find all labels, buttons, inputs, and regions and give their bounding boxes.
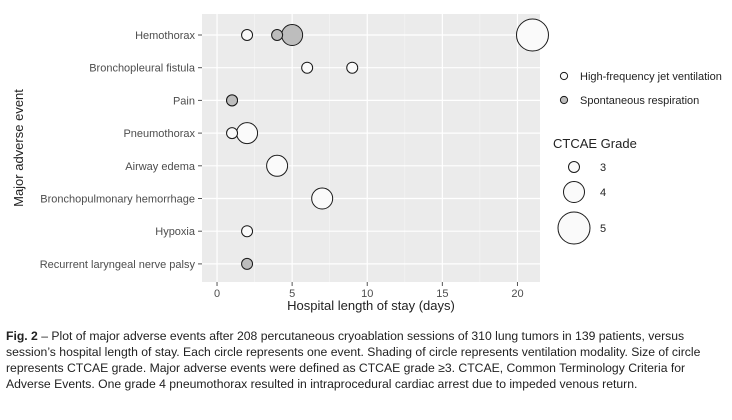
x-tick-label: 10 (361, 288, 373, 300)
caption-label: Fig. 2 (6, 329, 38, 343)
caption-text: – Plot of major adverse events after 208… (6, 329, 701, 391)
size-legend-key (568, 161, 580, 173)
size-legend-key (557, 211, 591, 245)
bubble-chart: 0 5 10 15 20 Hemothorax Bronchopleural fistula… (11, 14, 722, 313)
figure-caption: Fig. 2 – Plot of major adverse events af… (6, 328, 724, 392)
size-legend-title: CTCAE Grade (553, 136, 637, 151)
y-tick-label: Bronchopleural fistula (89, 63, 196, 75)
data-point (515, 18, 549, 52)
y-tick-label: Hypoxia (155, 226, 196, 238)
y-tick-label: Recurrent laryngeal nerve palsy (40, 259, 196, 271)
plot-panel (202, 14, 540, 282)
y-axis-title: Major adverse event (11, 89, 26, 207)
data-point (241, 225, 254, 238)
size-legend-label: 4 (600, 187, 606, 199)
data-point (241, 257, 254, 270)
size-legend-label: 3 (600, 162, 606, 174)
chart-figure: 0 5 10 15 20 Hemothorax Bronchopleural fistula… (11, 14, 722, 313)
x-tick-label: 20 (511, 288, 523, 300)
data-point (226, 127, 239, 140)
y-tick-label: Pneumothorax (123, 128, 195, 140)
data-point (236, 122, 259, 145)
size-legend-label: 5 (600, 223, 606, 235)
legend-key (559, 95, 569, 105)
x-tick-label: 15 (436, 288, 448, 300)
legend-label: Spontaneous respiration (580, 95, 699, 107)
data-point (346, 61, 359, 74)
data-point (241, 29, 254, 41)
y-tick-label: Airway edema (125, 161, 196, 173)
legend-label: High-frequency jet ventilation (580, 71, 722, 83)
x-tick-label: 5 (289, 288, 295, 300)
size-legend-key (563, 181, 585, 203)
data-point (266, 154, 289, 177)
y-tick-label: Hemothorax (135, 30, 195, 42)
data-point (226, 94, 239, 107)
x-axis-title: Hospital length of stay (days) (287, 298, 455, 313)
y-tick-label: Bronchopulmonary hemorrhage (40, 194, 195, 206)
data-point (281, 24, 304, 46)
y-tick-label: Pain (173, 95, 195, 107)
data-point (311, 187, 334, 210)
x-tick-label: 0 (214, 288, 220, 300)
data-point (301, 61, 314, 74)
data-point (271, 29, 284, 41)
legend-key (559, 71, 569, 81)
